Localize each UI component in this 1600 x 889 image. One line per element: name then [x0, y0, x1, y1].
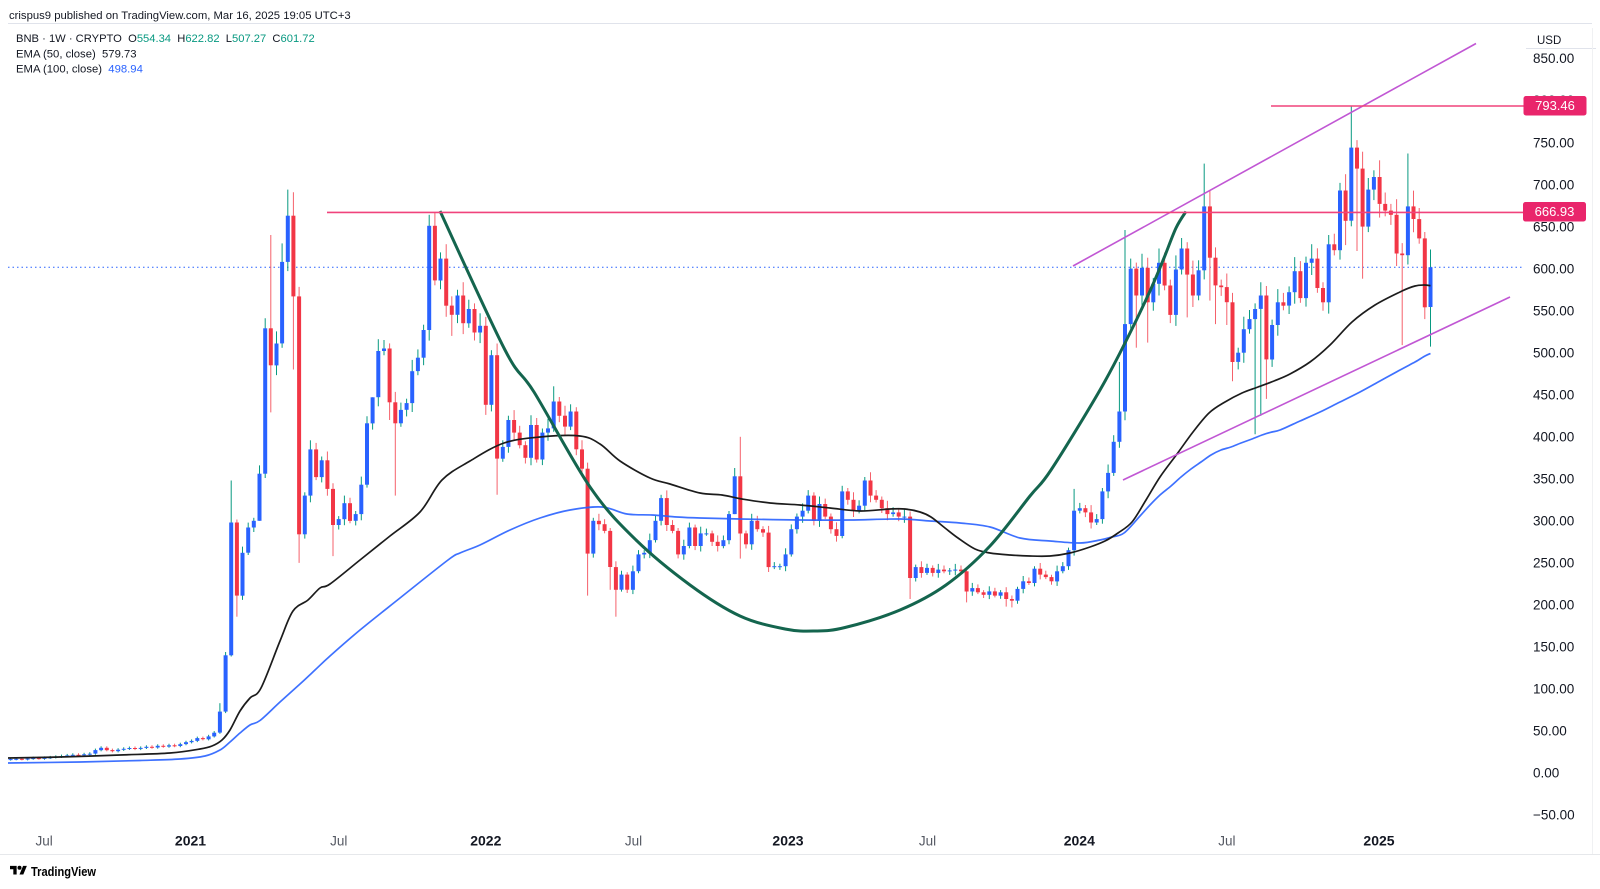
svg-text:650.00: 650.00: [1533, 219, 1574, 234]
svg-text:850.00: 850.00: [1533, 51, 1574, 66]
svg-text:Jul: Jul: [330, 834, 347, 849]
svg-text:600.00: 600.00: [1533, 261, 1574, 276]
svg-text:550.00: 550.00: [1533, 303, 1574, 318]
svg-text:Jul: Jul: [625, 834, 642, 849]
svg-text:2021: 2021: [175, 833, 206, 849]
svg-text:crispus9 published on TradingV: crispus9 published on TradingView.com, M…: [9, 10, 351, 22]
svg-text:0.00: 0.00: [1533, 766, 1559, 781]
svg-text:2024: 2024: [1064, 833, 1095, 849]
svg-text:BNB · 1W · CRYPTO O554.34 H6: BNB · 1W · CRYPTO O554.34 H622.82 L507.2…: [16, 33, 315, 45]
svg-text:TradingView: TradingView: [31, 865, 96, 879]
svg-text:2023: 2023: [772, 833, 803, 849]
svg-text:Jul: Jul: [919, 834, 936, 849]
svg-text:Jul: Jul: [1218, 834, 1235, 849]
svg-text:Jul: Jul: [35, 834, 52, 849]
svg-text:793.46: 793.46: [1535, 98, 1575, 113]
svg-text:EMA (100, close) 498.94: EMA (100, close) 498.94: [16, 64, 143, 76]
svg-text:−50.00: −50.00: [1533, 808, 1575, 823]
svg-text:450.00: 450.00: [1533, 387, 1574, 402]
svg-text:300.00: 300.00: [1533, 514, 1574, 529]
svg-text:150.00: 150.00: [1533, 640, 1574, 655]
svg-text:200.00: 200.00: [1533, 598, 1574, 613]
svg-text:USD: USD: [1537, 35, 1561, 47]
svg-text:50.00: 50.00: [1533, 724, 1567, 739]
svg-text:350.00: 350.00: [1533, 472, 1574, 487]
svg-text:666.93: 666.93: [1535, 204, 1575, 219]
svg-text:2025: 2025: [1363, 833, 1394, 849]
svg-text:100.00: 100.00: [1533, 682, 1574, 697]
svg-text:400.00: 400.00: [1533, 430, 1574, 445]
svg-text:2022: 2022: [470, 833, 501, 849]
svg-text:750.00: 750.00: [1533, 135, 1574, 150]
svg-text:250.00: 250.00: [1533, 556, 1574, 571]
svg-text:700.00: 700.00: [1533, 177, 1574, 192]
svg-text:EMA (50, close) 579.73: EMA (50, close) 579.73: [16, 49, 137, 61]
svg-text:500.00: 500.00: [1533, 345, 1574, 360]
